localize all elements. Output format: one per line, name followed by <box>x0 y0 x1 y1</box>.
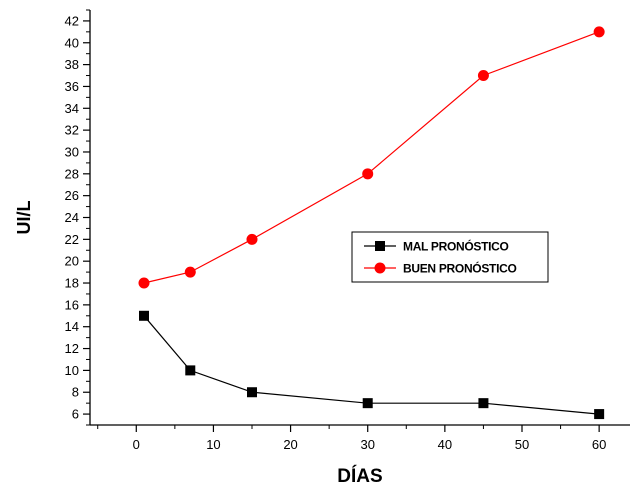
data-point <box>594 409 605 420</box>
y-tick-label: 28 <box>65 166 79 181</box>
x-axis-label: DÍAS <box>337 465 382 487</box>
y-tick-label: 12 <box>65 341 79 356</box>
y-tick-label: 32 <box>65 123 79 138</box>
data-point <box>362 168 374 180</box>
y-tick-label: 6 <box>72 407 79 422</box>
x-tick-label: 30 <box>360 437 374 452</box>
y-tick-label: 14 <box>65 319 79 334</box>
data-point <box>246 233 258 245</box>
legend-label: BUEN PRONÓSTICO <box>403 261 517 276</box>
y-tick-label: 38 <box>65 57 79 72</box>
y-axis-label: UI/L <box>14 200 34 234</box>
x-tick-label: 10 <box>206 437 220 452</box>
data-point <box>247 387 257 398</box>
y-tick-label: 16 <box>65 297 79 312</box>
x-tick-label: 50 <box>515 437 529 452</box>
data-point <box>477 70 489 82</box>
legend-marker <box>374 262 386 274</box>
y-tick-label: 10 <box>65 363 79 378</box>
y-tick-label: 36 <box>65 79 79 94</box>
y-tick-label: 34 <box>65 101 79 116</box>
y-tick-label: 26 <box>65 188 79 203</box>
y-tick-label: 8 <box>72 385 79 400</box>
series-line-1 <box>143 315 600 415</box>
y-tick-label: 24 <box>65 210 79 225</box>
plot-axes <box>89 10 630 426</box>
data-point <box>362 398 373 409</box>
data-point <box>184 266 196 278</box>
tick-marks: 0 10 20 30 40 50 60 6 8 10 12 14 16 18 20 22 24 26 28 30 32 3… <box>65 9 606 452</box>
x-tick-label: 40 <box>438 437 452 452</box>
y-tick-label: 22 <box>65 232 79 247</box>
x-tick-label: 0 <box>133 437 140 452</box>
legend-box <box>351 231 549 283</box>
legend: MAL PRONÓSTICO BUEN PRONÓSTICO <box>351 231 549 283</box>
y-tick-label: 20 <box>65 254 79 269</box>
legend-marker <box>375 241 385 251</box>
series-line-2 <box>143 31 600 284</box>
data-point <box>185 365 196 376</box>
data-point <box>478 398 489 409</box>
x-tick-label: 20 <box>283 437 297 452</box>
legend-label: MAL PRONÓSTICO <box>403 239 509 254</box>
data-point <box>138 277 150 289</box>
data-series <box>138 26 605 420</box>
data-point <box>139 310 149 321</box>
y-tick-label: 30 <box>65 144 79 159</box>
y-tick-label: 18 <box>65 276 79 291</box>
y-tick-label: 42 <box>65 13 79 28</box>
data-point <box>593 26 605 38</box>
x-tick-label: 60 <box>592 437 606 452</box>
y-tick-label: 40 <box>65 35 79 50</box>
